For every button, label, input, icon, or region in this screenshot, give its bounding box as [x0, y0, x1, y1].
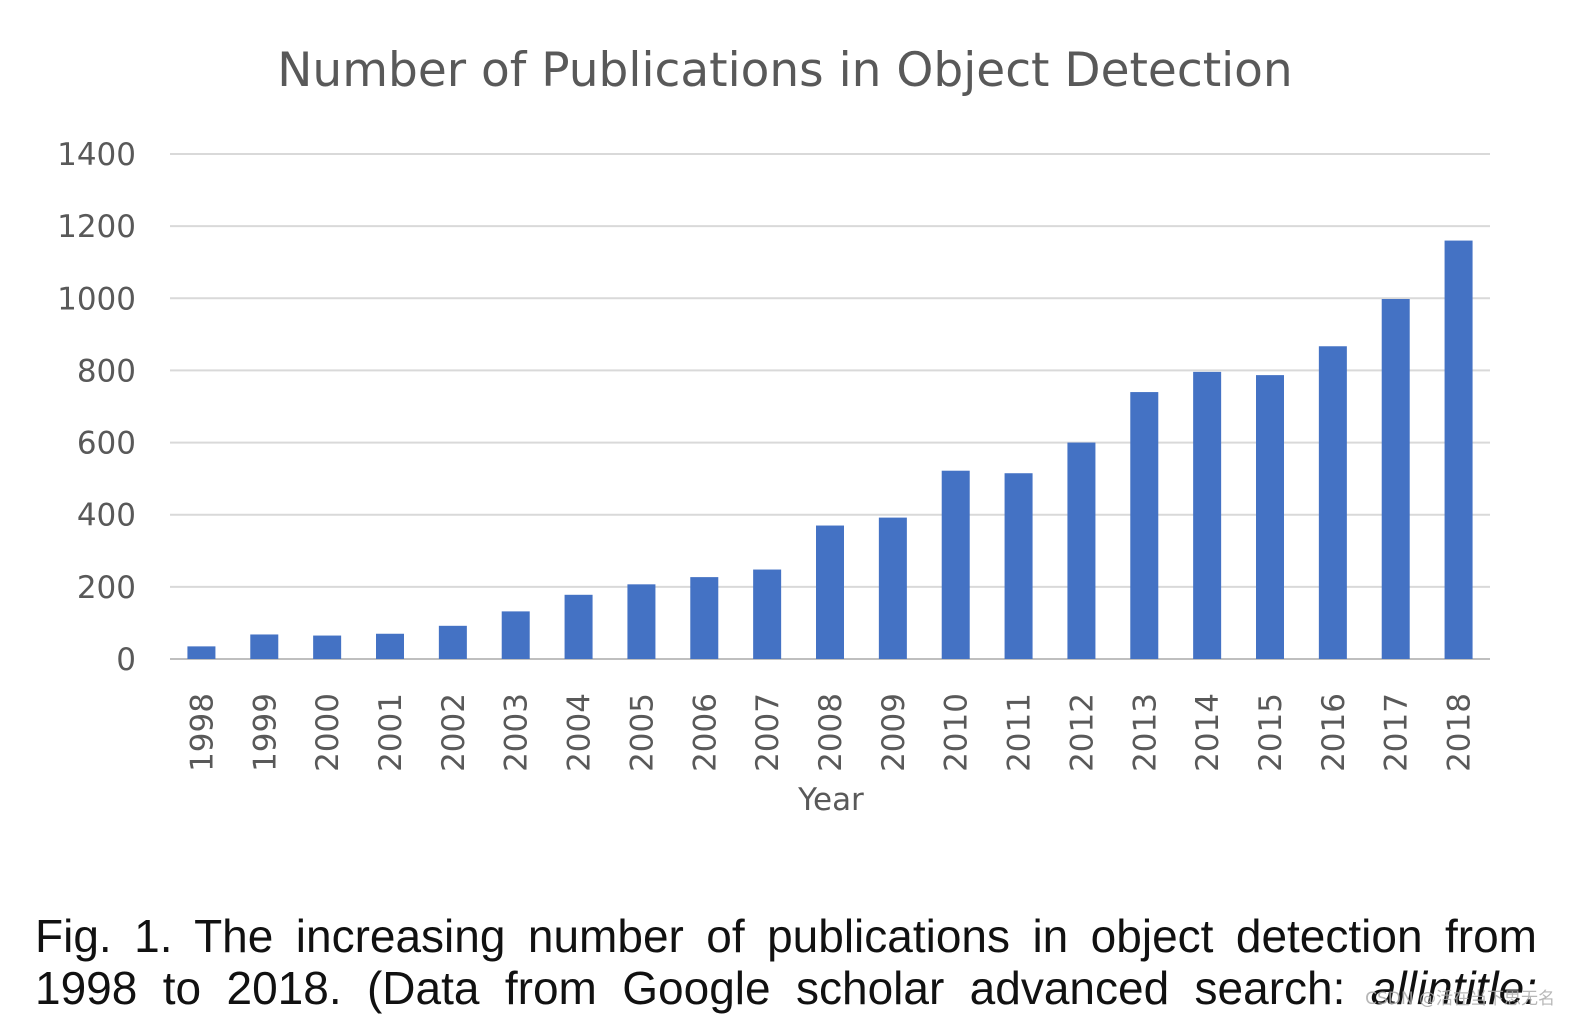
bar-2016 [1318, 346, 1347, 659]
x-tick-label: 2003 [499, 693, 535, 772]
x-tick-label: 1999 [247, 693, 283, 772]
x-tick-label: 2000 [310, 693, 346, 772]
bar-2000 [313, 635, 342, 659]
x-tick-label: 2007 [750, 693, 786, 772]
x-tick-label: 2017 [1379, 693, 1415, 772]
bar-2002 [438, 625, 467, 659]
y-tick-label: 600 [77, 426, 136, 462]
x-tick-label: 2006 [687, 693, 723, 772]
x-axis-ticks: 1998 1999 2000 2001 2002 2003 2004 2005 2006 2007… [184, 693, 1477, 772]
y-tick-label: 0 [116, 642, 136, 678]
bar-2017 [1381, 299, 1410, 659]
bar-2010 [941, 470, 970, 659]
bar-2018 [1444, 240, 1473, 660]
caption-italic-term: allintitle: [1370, 962, 1537, 1014]
bar-2009 [878, 517, 907, 659]
bars [187, 240, 1473, 660]
y-tick-label: 800 [77, 353, 136, 389]
bar-2013 [1130, 392, 1159, 659]
bar-2001 [376, 633, 404, 659]
y-tick-label: 200 [77, 570, 136, 606]
y-axis-ticks: 0 200 400 600 800 1000 1200 1400 [57, 137, 136, 678]
y-tick-label: 1400 [57, 137, 136, 173]
x-tick-label: 2016 [1316, 693, 1352, 772]
watermark: CSDN @活在当下思无名 [1365, 989, 1555, 1009]
x-tick-label: 2010 [939, 693, 975, 772]
bar-2005 [627, 584, 656, 659]
gridlines [170, 153, 1490, 660]
y-tick-label: 1000 [57, 281, 136, 317]
x-tick-label: 2011 [1002, 693, 1038, 772]
x-tick-label: 2018 [1442, 693, 1478, 772]
bar-2007 [753, 569, 782, 659]
bar-2003 [501, 611, 530, 659]
bar-2011 [1004, 473, 1033, 659]
caption-text: 1998 to 2018. (Data from Google scholar … [35, 962, 1371, 1014]
bar-2006 [690, 577, 719, 659]
x-tick-label: 2009 [876, 693, 912, 772]
x-tick-label: 2014 [1190, 693, 1226, 772]
bar-2012 [1067, 442, 1096, 659]
figure-caption-line-1: Fig. 1. The increasing number of publica… [35, 910, 1537, 962]
bar-1998 [187, 646, 216, 659]
x-axis-title: Year [797, 782, 864, 818]
x-tick-label: 2004 [562, 693, 598, 772]
bar-chart: Number of Publications in Object Detecti… [57, 43, 1490, 818]
bar-1999 [250, 634, 279, 659]
bar-2008 [816, 525, 844, 659]
x-tick-label: 2001 [373, 693, 409, 772]
x-tick-label: 2015 [1253, 693, 1289, 772]
bar-2015 [1256, 375, 1284, 659]
x-tick-label: 2013 [1127, 693, 1163, 772]
figure-caption-line-2: 1998 to 2018. (Data from Google scholar … [35, 962, 1537, 1014]
x-tick-label: 2005 [624, 693, 660, 772]
bar-2014 [1193, 371, 1222, 659]
x-tick-label: 2002 [436, 693, 472, 772]
y-tick-label: 1200 [57, 209, 136, 245]
x-tick-label: 2008 [813, 693, 849, 772]
x-tick-label: 2012 [1064, 693, 1100, 772]
x-tick-label: 1998 [184, 693, 220, 772]
y-tick-label: 400 [77, 498, 136, 534]
chart-title: Number of Publications in Object Detecti… [277, 43, 1292, 98]
bar-2004 [564, 594, 593, 659]
